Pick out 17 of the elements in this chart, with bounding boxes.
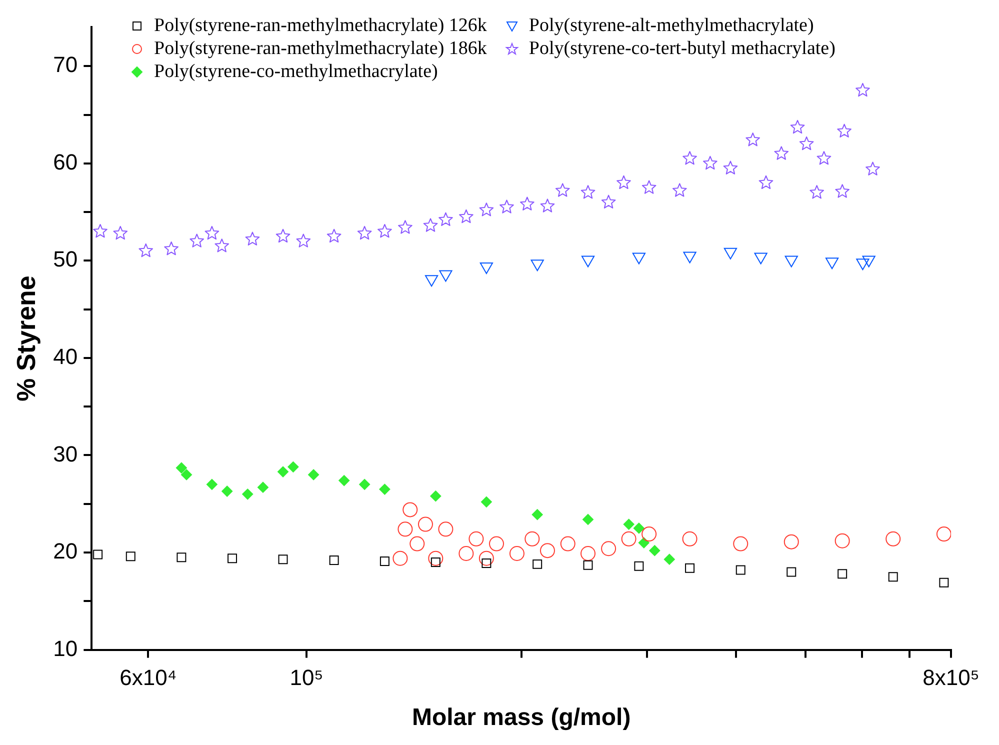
y-tick-label: 20 (53, 538, 78, 564)
y-tick-label: 60 (53, 149, 78, 174)
x-tick-label: 10⁵ (290, 665, 324, 690)
y-tick-label: 30 (53, 441, 78, 466)
legend-label: Poly(styrene-ran-methylmethacrylate) 186k (154, 37, 487, 60)
y-tick-label: 70 (53, 52, 78, 78)
y-tick-label: 40 (53, 344, 78, 370)
legend-label: Poly(styrene-alt-methylmethacrylate) (528, 14, 814, 37)
x-tick-label: 6x10⁴ (120, 665, 177, 690)
legend-label: Poly(styrene-co-methylmethacrylate) (154, 60, 438, 83)
y-axis-title: % Styrene (10, 276, 41, 402)
legend-label: Poly(styrene-ran-methylmethacrylate) 126k (154, 14, 487, 37)
y-tick-label: 50 (53, 246, 78, 272)
x-tick-label: 8x10⁵ (922, 665, 980, 690)
x-axis-title: Molar mass (g/mol) (412, 704, 631, 732)
y-tick-label: 10 (53, 636, 78, 661)
legend-label: Poly(styrene-co-tert-butyl methacrylate) (528, 37, 836, 60)
